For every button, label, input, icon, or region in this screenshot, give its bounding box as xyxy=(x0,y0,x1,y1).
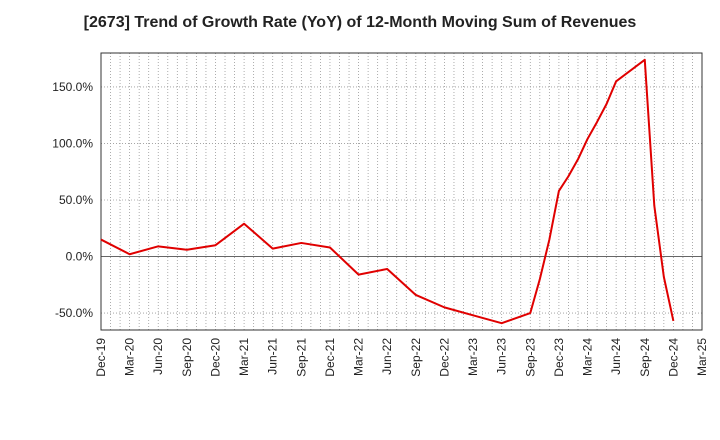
x-tick-label: Sep-24 xyxy=(638,338,652,377)
x-tick-label: Sep-23 xyxy=(523,338,537,377)
plot-border xyxy=(100,52,703,331)
plot-background xyxy=(101,53,702,330)
x-tick-label: Dec-19 xyxy=(94,338,108,377)
x-tick-label: Mar-21 xyxy=(237,338,251,376)
chart-title: [2673] Trend of Growth Rate (YoY) of 12-… xyxy=(83,14,637,31)
x-tick-label: Dec-22 xyxy=(437,338,451,377)
x-tick-label: Dec-20 xyxy=(208,338,222,377)
y-tick-label: 100.0% xyxy=(52,136,93,150)
x-tick-label: Mar-23 xyxy=(466,338,480,376)
y-tick-label: 50.0% xyxy=(59,193,93,207)
x-tick-label: Sep-21 xyxy=(294,338,308,377)
x-tick-label: Sep-22 xyxy=(409,338,423,377)
x-tick-label: Jun-24 xyxy=(609,338,623,375)
x-tick-label: Jun-22 xyxy=(380,338,394,375)
x-tick-label: Sep-20 xyxy=(180,338,194,377)
y-tick-label: -50.0% xyxy=(55,306,93,320)
x-tick-label: Dec-23 xyxy=(552,338,566,377)
x-tick-label: Mar-24 xyxy=(581,338,595,376)
x-tick-label: Mar-22 xyxy=(352,338,366,376)
x-tick-label: Jun-23 xyxy=(495,338,509,375)
y-tick-label: 150.0% xyxy=(52,80,93,94)
x-tick-label: Dec-21 xyxy=(323,338,337,377)
x-tick-label: Mar-20 xyxy=(123,338,137,376)
x-tick-label: Dec-24 xyxy=(666,338,680,377)
x-tick-label: Mar-25 xyxy=(695,338,709,376)
x-tick-label: Jun-20 xyxy=(151,338,165,375)
x-tick-label: Jun-21 xyxy=(266,338,280,375)
y-tick-label: 0.0% xyxy=(66,250,94,264)
